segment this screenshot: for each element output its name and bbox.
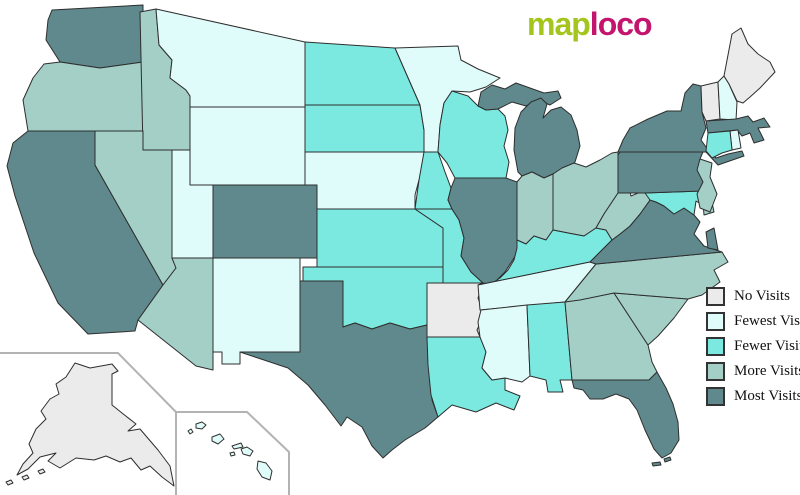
hawaii-inset-frame bbox=[176, 411, 290, 495]
alaska-inset-frame bbox=[0, 352, 177, 495]
state-new-jersey bbox=[696, 158, 718, 213]
state-texas bbox=[239, 280, 439, 459]
state-wyoming bbox=[189, 106, 306, 186]
state-oregon bbox=[22, 61, 144, 132]
state-maine bbox=[723, 27, 776, 104]
state-arkansas bbox=[426, 282, 485, 338]
legend-swatch-more-visits bbox=[706, 361, 725, 381]
state-virginia-eastern-shore bbox=[705, 227, 719, 251]
state-nebraska bbox=[304, 151, 434, 210]
maploco-logo: maploco bbox=[527, 6, 653, 43]
legend-label: No Visits bbox=[734, 287, 790, 304]
legend-item-fewest-visits: Fewest Visits bbox=[706, 311, 800, 331]
state-kansas bbox=[316, 208, 444, 268]
state-west-virginia bbox=[595, 183, 651, 241]
logo-loco-text: loco bbox=[589, 6, 653, 42]
legend: No Visits Fewest Visits Fewer Visits Mor… bbox=[706, 286, 800, 411]
legend-label: More Visits bbox=[734, 362, 800, 379]
legend-item-no-visits: No Visits bbox=[706, 286, 800, 306]
state-hawaii bbox=[187, 421, 273, 481]
state-vermont bbox=[700, 81, 721, 122]
legend-item-most-visits: Most Visits bbox=[706, 386, 800, 406]
legend-label: Most Visits bbox=[734, 387, 800, 404]
state-connecticut bbox=[705, 130, 733, 159]
state-colorado bbox=[212, 184, 318, 259]
state-south-dakota bbox=[304, 104, 434, 153]
logo-map-text: map bbox=[527, 6, 591, 42]
state-indiana bbox=[516, 171, 554, 245]
legend-swatch-most-visits bbox=[706, 386, 725, 406]
state-pennsylvania bbox=[617, 146, 710, 194]
state-florida-keys bbox=[651, 456, 672, 467]
state-north-carolina bbox=[564, 251, 729, 303]
state-mississippi bbox=[477, 304, 531, 383]
legend-swatch-no-visits bbox=[706, 286, 725, 306]
legend-item-fewer-visits: Fewer Visits bbox=[706, 336, 800, 356]
state-new-mexico bbox=[212, 257, 301, 365]
legend-swatch-fewest-visits bbox=[706, 311, 725, 331]
legend-label: Fewest Visits bbox=[734, 312, 800, 329]
state-new-york bbox=[617, 83, 745, 166]
state-alaska-aleutians bbox=[5, 468, 46, 486]
state-florida bbox=[571, 371, 680, 459]
state-alaska bbox=[16, 362, 175, 487]
state-alabama bbox=[526, 301, 573, 393]
legend-swatch-fewer-visits bbox=[706, 336, 725, 356]
state-michigan-upper-peninsula bbox=[477, 82, 562, 111]
legend-label: Fewer Visits bbox=[734, 337, 800, 354]
legend-item-more-visits: More Visits bbox=[706, 361, 800, 381]
state-washington bbox=[45, 4, 144, 69]
